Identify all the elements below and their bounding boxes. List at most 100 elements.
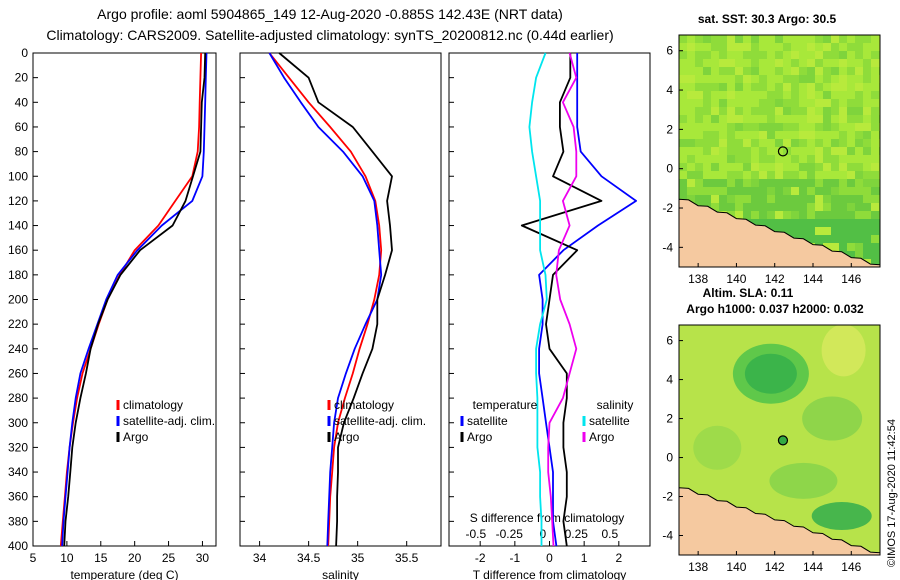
sst-map-cell bbox=[703, 59, 712, 68]
sst-map-ytick-label-5: 6 bbox=[666, 44, 673, 58]
sst-map-cell bbox=[735, 155, 744, 164]
sst-map-cell bbox=[871, 235, 880, 244]
sst-map-cell bbox=[807, 147, 816, 156]
sst-map-cell bbox=[735, 147, 744, 156]
sst-map-cell bbox=[831, 75, 840, 84]
sst-map-cell bbox=[679, 179, 688, 188]
salinity-xlabel: salinity bbox=[322, 568, 359, 580]
ytick-label-8: 160 bbox=[8, 243, 28, 257]
sst-map-cell bbox=[767, 171, 776, 180]
sst-map-cell bbox=[767, 107, 776, 116]
sst-map-cell bbox=[775, 51, 784, 60]
temperature-legend-label-2: Argo bbox=[123, 430, 149, 444]
sst-map-cell bbox=[751, 163, 760, 172]
sst-map-cell bbox=[855, 75, 864, 84]
sst-map-cell bbox=[863, 59, 872, 68]
sst-map-cell bbox=[807, 163, 816, 172]
sst-map-cell bbox=[815, 147, 824, 156]
sst-map-cell bbox=[767, 179, 776, 188]
sst-map-cell bbox=[815, 195, 824, 204]
sst-map-cell bbox=[807, 99, 816, 108]
sst-map-cell bbox=[727, 123, 736, 132]
difference-xlabel-top: S difference from climatology bbox=[470, 511, 625, 525]
sst-map-cell bbox=[855, 195, 864, 204]
sst-map-cell bbox=[839, 131, 848, 140]
sst-map-cell bbox=[767, 59, 776, 68]
sst-map-cell bbox=[735, 91, 744, 100]
sst-map-cell bbox=[703, 147, 712, 156]
sla-map-argo-marker bbox=[777, 435, 789, 446]
sst-map-cell bbox=[847, 243, 856, 252]
sst-map-cell bbox=[815, 59, 824, 68]
sst-map-cell bbox=[719, 51, 728, 60]
difference-line-temperature-satellite bbox=[538, 53, 637, 547]
sst-map-cell bbox=[791, 43, 800, 52]
sst-map-cell bbox=[863, 147, 872, 156]
sla-map-title: Altim. SLA: 0.11 bbox=[703, 286, 794, 300]
sst-map-cell bbox=[815, 83, 824, 92]
sst-map-cell bbox=[847, 91, 856, 100]
sst-map-ytick-label-3: 2 bbox=[666, 122, 673, 136]
sst-map-cell bbox=[855, 59, 864, 68]
sst-map-cell bbox=[687, 99, 696, 108]
sla-map-blob-low-2 bbox=[744, 353, 797, 394]
difference-salinity-legend-label-1: Argo bbox=[589, 430, 615, 444]
sst-map-cell bbox=[743, 171, 752, 180]
sst-map-cell bbox=[823, 83, 832, 92]
sst-map-cell bbox=[823, 235, 832, 244]
salinity-line-argo bbox=[278, 52, 393, 547]
sst-map-cell bbox=[679, 83, 688, 92]
sst-map-cell bbox=[775, 123, 784, 132]
sst-map-cell bbox=[791, 139, 800, 148]
salinity-xtick-label-2: 35 bbox=[351, 551, 365, 565]
sst-map-cell bbox=[799, 131, 808, 140]
difference-xtick-label-1: -1 bbox=[510, 551, 521, 565]
sst-map-cell bbox=[799, 187, 808, 196]
sst-map-cell bbox=[847, 227, 856, 236]
sst-map-cell bbox=[871, 147, 880, 156]
sst-map-cell bbox=[687, 91, 696, 100]
difference-xlabel: T difference from climatology bbox=[473, 568, 627, 580]
temperature-xlabel: temperature (deg C) bbox=[70, 568, 178, 580]
sst-map-cell bbox=[839, 139, 848, 148]
sst-map-cell bbox=[727, 99, 736, 108]
sst-map-cell bbox=[807, 187, 816, 196]
sst-map-cell bbox=[727, 163, 736, 172]
sst-map-cell bbox=[807, 219, 816, 228]
sst-map-cell bbox=[799, 171, 808, 180]
salinity-line-climatology bbox=[268, 52, 383, 547]
sst-map-cell bbox=[679, 115, 688, 124]
difference-line-salinity-satellite bbox=[528, 52, 548, 546]
sst-map-cell bbox=[839, 243, 848, 252]
difference-legend-title-salinity: salinity bbox=[597, 398, 634, 412]
sst-map-cell bbox=[855, 147, 864, 156]
sst-map-cell bbox=[815, 203, 824, 212]
sst-map-xtick-label-4: 146 bbox=[841, 272, 861, 286]
sst-map-cell bbox=[871, 203, 880, 212]
sst-map-cell bbox=[815, 155, 824, 164]
sst-map-cell bbox=[823, 107, 832, 116]
ytick-label-1: 20 bbox=[15, 71, 29, 85]
sst-map-cell bbox=[855, 227, 864, 236]
sst-map-cell bbox=[855, 243, 864, 252]
sst-map-cell bbox=[679, 131, 688, 140]
sst-map-cell bbox=[679, 155, 688, 164]
sst-map-cell bbox=[847, 219, 856, 228]
sst-map-cell bbox=[823, 195, 832, 204]
sst-map-cell bbox=[775, 59, 784, 68]
sst-map-cell bbox=[815, 115, 824, 124]
difference-temperature-legend-label-1: Argo bbox=[467, 430, 493, 444]
sst-map-cell bbox=[687, 187, 696, 196]
sst-map-cell bbox=[847, 187, 856, 196]
sst-map-cell bbox=[735, 131, 744, 140]
sst-map-cell bbox=[775, 219, 784, 228]
sst-map-cell bbox=[775, 75, 784, 84]
sst-map-cell bbox=[815, 163, 824, 172]
sst-map-cell bbox=[783, 75, 792, 84]
ytick-label-15: 300 bbox=[8, 416, 28, 430]
sst-map-cell bbox=[839, 99, 848, 108]
sst-map-cell bbox=[695, 59, 704, 68]
sst-map-cell bbox=[711, 139, 720, 148]
sst-map-cell bbox=[791, 155, 800, 164]
difference-stick-label-1: -0.25 bbox=[496, 527, 524, 541]
